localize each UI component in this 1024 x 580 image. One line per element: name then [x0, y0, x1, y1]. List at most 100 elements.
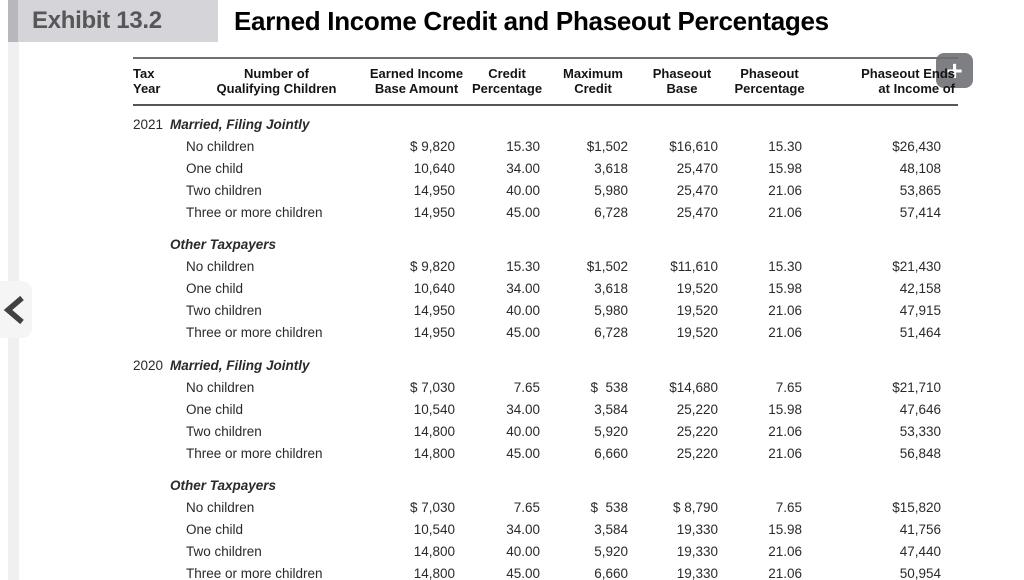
add-button[interactable]: +	[936, 53, 973, 88]
section-header-row: Other Taxpayers	[133, 474, 958, 496]
column-header-credit-percentage: Credit Percentage	[465, 66, 549, 96]
cell-value: 15.30	[506, 138, 540, 154]
year-cell: 2020	[133, 357, 164, 373]
cell-value: 6,660	[594, 445, 628, 461]
cell-value: 48,108	[899, 160, 941, 176]
cell-value: 45.00	[506, 204, 540, 220]
header-line: Base	[666, 81, 698, 96]
year-cell: 2021	[133, 116, 164, 132]
table-row: Two children 14,950 40.00 5,980 19,520 21.06 4…	[133, 299, 958, 321]
cell-value: 47,440	[899, 543, 941, 559]
cell-value: 34.00	[506, 160, 540, 176]
section-header-row: 2021 Married, Filing Jointly	[133, 113, 958, 135]
cell-value: 19,520	[676, 280, 718, 296]
table-body: 2021 Married, Filing Jointly No children $ …	[133, 106, 958, 580]
row-label: No children	[186, 258, 255, 274]
cell-value: $14,680	[669, 379, 718, 395]
table-row: No children $ 7,030 7.65 $ 538 $14,680 7.65 $2…	[133, 376, 958, 398]
table-row: One child 10,640 34.00 3,618 19,520 15.98 42,1…	[133, 277, 958, 299]
cell-value: 25,470	[676, 160, 718, 176]
section-title: Other Taxpayers	[170, 236, 277, 252]
cell-value: 34.00	[506, 521, 540, 537]
row-label: No children	[186, 499, 255, 515]
cell-value: 10,640	[413, 280, 455, 296]
row-label: Two children	[186, 423, 262, 439]
header-line: Base Amount	[374, 81, 459, 96]
taxpayer-section: Other Taxpayers No children $ 7,030 7.65 $ 5…	[133, 474, 958, 580]
cell-value: 5,920	[594, 543, 628, 559]
row-label: Two children	[186, 182, 262, 198]
row-label: One child	[186, 521, 244, 537]
section-header-row: Other Taxpayers	[133, 233, 958, 255]
cell-value: $15,820	[892, 499, 941, 515]
cell-value: 15.98	[768, 160, 802, 176]
header-line: Number of	[244, 66, 309, 81]
section-title: Married, Filing Jointly	[170, 116, 310, 132]
table-row: One child 10,540 34.00 3,584 25,220 15.98 47,6…	[133, 398, 958, 420]
header-line: Tax	[133, 66, 155, 81]
header-line: Year	[133, 81, 161, 96]
header-line: Qualifying Children	[216, 81, 337, 96]
cell-value: $ 7,030	[409, 379, 455, 395]
row-label: One child	[186, 160, 244, 176]
header-line: Earned Income	[369, 66, 464, 81]
header-line: Credit	[574, 81, 612, 96]
cell-value: 15.30	[768, 258, 802, 274]
cell-value: 21.06	[768, 423, 802, 439]
column-header-qualifying-children: Number of Qualifying Children	[185, 66, 368, 96]
table-row: No children $ 9,820 15.30 $1,502 $11,610 15.3…	[133, 255, 958, 277]
cell-value: 47,646	[899, 401, 941, 417]
cell-value: 15.98	[768, 280, 802, 296]
cell-value: 25,220	[676, 423, 718, 439]
cell-value: 25,220	[676, 401, 718, 417]
cell-value: 25,470	[676, 182, 718, 198]
cell-value: 21.06	[768, 302, 802, 318]
row-label: No children	[186, 138, 255, 154]
section-title: Other Taxpayers	[170, 477, 277, 493]
cell-value: 7.65	[775, 379, 802, 395]
header-line: Credit	[488, 66, 526, 81]
cell-value: 51,464	[899, 324, 941, 340]
cell-value: 57,414	[899, 204, 941, 220]
cell-value: 40.00	[506, 543, 540, 559]
section-header-row: 2020 Married, Filing Jointly	[133, 354, 958, 376]
cell-value: 10,640	[413, 160, 455, 176]
cell-value: 19,330	[676, 565, 718, 580]
cell-value: 21.06	[768, 204, 802, 220]
cell-value: $ 7,030	[409, 499, 455, 515]
cell-value: 45.00	[506, 445, 540, 461]
cell-value: 5,980	[594, 182, 628, 198]
cell-value: 3,584	[594, 401, 628, 417]
cell-value: 7.65	[513, 499, 540, 515]
cell-value: 34.00	[506, 401, 540, 417]
exhibit-label: Exhibit 13.2	[32, 7, 162, 34]
cell-value: $16,610	[669, 138, 718, 154]
table-row: Three or more children 14,950 45.00 6,728 19…	[133, 321, 958, 343]
cell-value: 47,915	[899, 302, 941, 318]
cell-value: 6,660	[594, 565, 628, 580]
table-row: Two children 14,800 40.00 5,920 19,330 21.06 4…	[133, 540, 958, 562]
table-row: Three or more children 14,800 45.00 6,660 25…	[133, 442, 958, 464]
cell-value: 6,728	[594, 204, 628, 220]
table-row: Three or more children 14,950 45.00 6,728 25…	[133, 201, 958, 223]
table-row: One child 10,540 34.00 3,584 19,330 15.98 41,7…	[133, 518, 958, 540]
header-line: Percentage	[471, 81, 543, 96]
year-group: 2020 Married, Filing Jointly No children $ …	[133, 354, 958, 580]
cell-value: 15.30	[768, 138, 802, 154]
cell-value: 7.65	[775, 499, 802, 515]
exhibit-label-box: Exhibit 13.2	[18, 0, 218, 42]
cell-value: 19,330	[676, 543, 718, 559]
cell-value: 15.98	[768, 521, 802, 537]
row-label: Three or more children	[186, 565, 323, 580]
column-header-phaseout-percentage: Phaseout Percentage	[727, 66, 812, 96]
cell-value: 56,848	[899, 445, 941, 461]
row-label: Two children	[186, 543, 262, 559]
row-label: One child	[186, 280, 244, 296]
cell-value: 40.00	[506, 182, 540, 198]
row-label: Three or more children	[186, 204, 323, 220]
prev-page-button[interactable]	[0, 281, 32, 338]
left-gutter-top	[8, 0, 19, 42]
cell-value: 5,920	[594, 423, 628, 439]
cell-value: 14,950	[413, 204, 455, 220]
